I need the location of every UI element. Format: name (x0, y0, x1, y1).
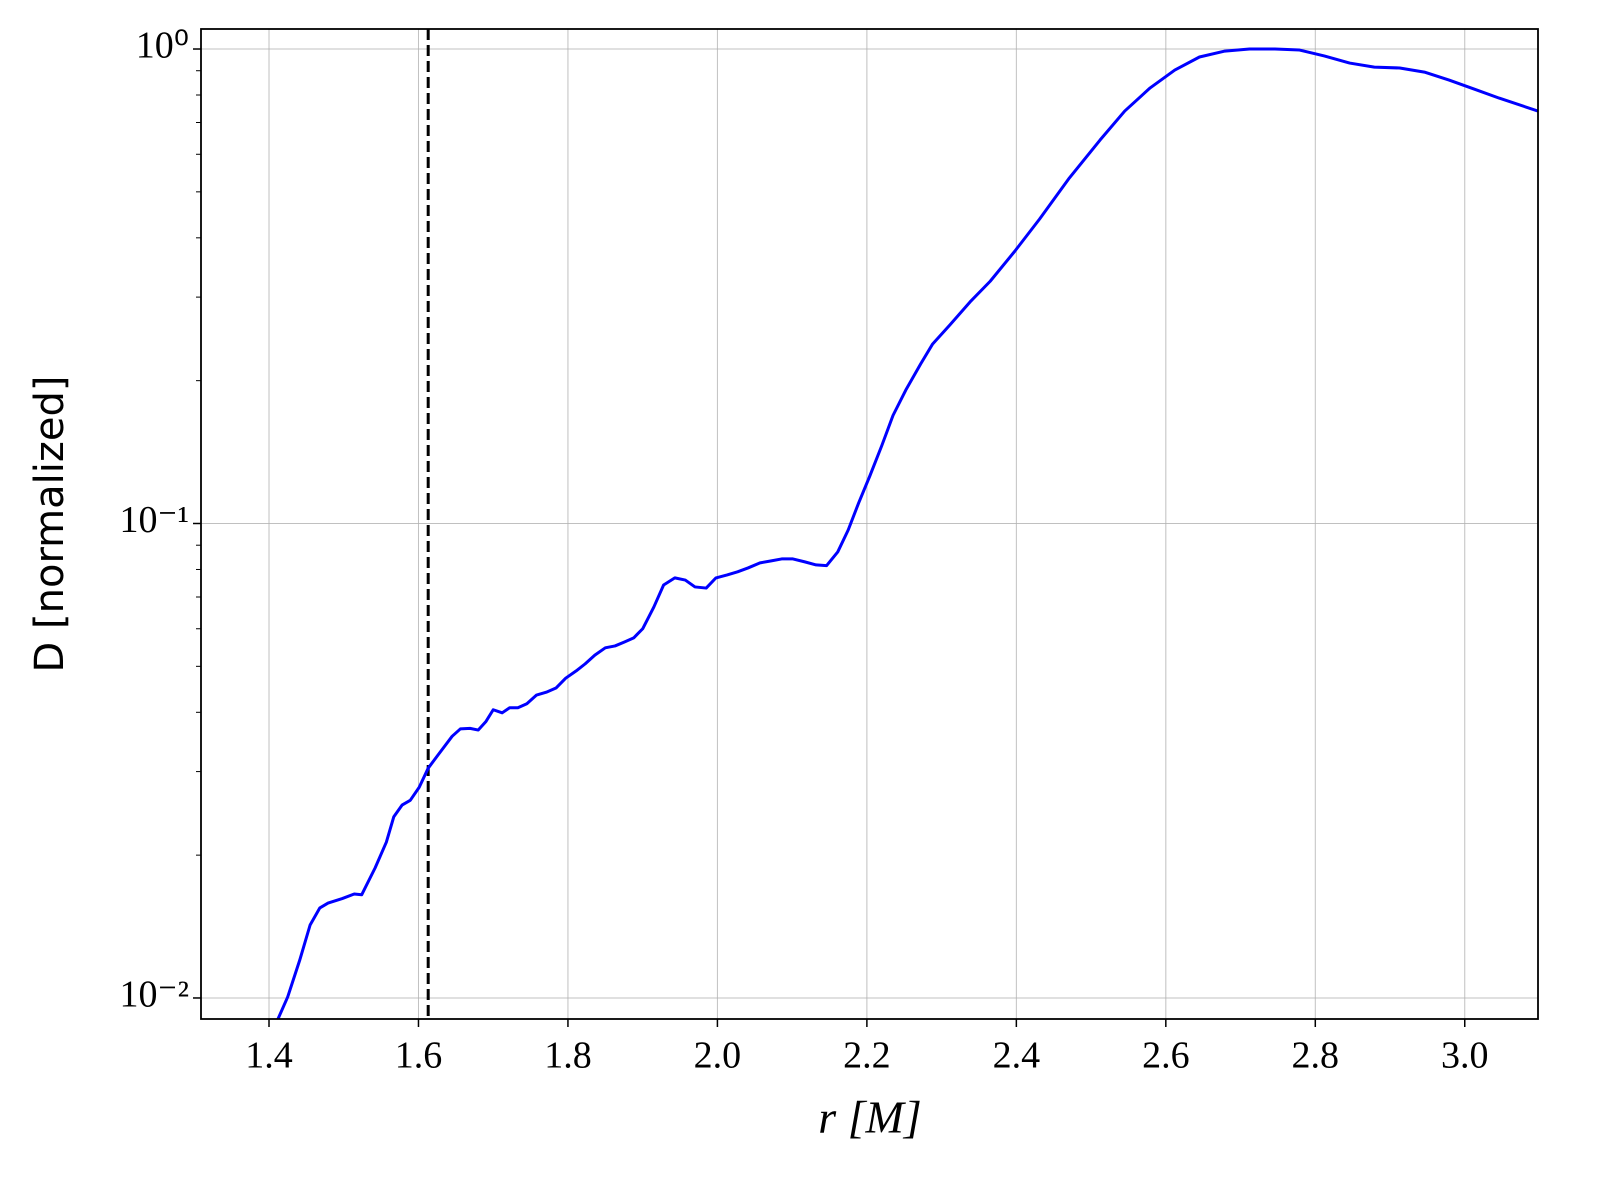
y-axis-label: D [normalized] (27, 376, 73, 673)
y-tick-label: 10⁰ (136, 25, 189, 67)
y-tick-label: 10⁻¹ (120, 499, 189, 541)
x-tick-label: 3.0 (1441, 1035, 1489, 1077)
x-tick-label: 1.4 (245, 1035, 293, 1077)
x-tick-label: 2.0 (694, 1035, 742, 1077)
x-tick-label: 1.8 (544, 1035, 592, 1077)
x-axis-label: r [M] (818, 1092, 922, 1143)
plot-frame (200, 28, 1539, 1020)
x-tick-label: 2.2 (843, 1035, 891, 1077)
x-tick-label: 2.6 (1142, 1035, 1190, 1077)
x-tick-label: 1.6 (395, 1035, 443, 1077)
data-line (276, 47, 1538, 1019)
y-tick-label: 10⁻² (120, 974, 189, 1016)
x-tick-label: 2.8 (1292, 1035, 1340, 1077)
x-tick-label: 2.4 (993, 1035, 1041, 1077)
